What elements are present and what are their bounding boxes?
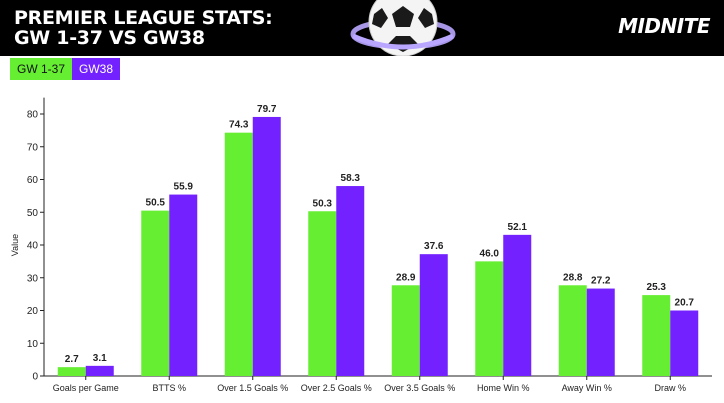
data-label: 37.6 bbox=[424, 241, 444, 252]
bar bbox=[475, 261, 504, 376]
data-label: 27.2 bbox=[591, 276, 611, 287]
x-tick-label: Over 2.5 Goals % bbox=[301, 383, 372, 393]
bar bbox=[336, 186, 365, 376]
bar bbox=[57, 367, 86, 376]
bar bbox=[642, 295, 671, 376]
y-tick-label: 40 bbox=[27, 241, 39, 252]
x-tick-label: BTTS % bbox=[152, 383, 186, 393]
bar bbox=[586, 288, 615, 376]
x-tick-label: Away Win % bbox=[562, 383, 612, 393]
data-label: 58.3 bbox=[341, 173, 361, 184]
x-tick-label: Draw % bbox=[654, 383, 686, 393]
bar bbox=[419, 254, 448, 376]
y-axis-label: Value bbox=[10, 234, 20, 256]
bar-chart: Value 0 10 20 30 40 50 60 70 80 2.7 3.1 Goals per Ga… bbox=[10, 97, 712, 393]
bar bbox=[391, 285, 420, 376]
page-title: PREMIER LEAGUE STATS: GW 1-37 VS GW38 bbox=[14, 8, 273, 48]
x-tick-label: Goals per Game bbox=[53, 383, 119, 393]
title-line-1: PREMIER LEAGUE STATS: bbox=[14, 7, 273, 29]
data-label: 50.5 bbox=[146, 198, 166, 209]
data-label: 25.3 bbox=[647, 282, 667, 293]
y-tick-label: 0 bbox=[32, 372, 38, 383]
legend-item-series-2: GW38 bbox=[72, 58, 121, 80]
data-label: 2.7 bbox=[65, 354, 79, 365]
data-label: 74.3 bbox=[229, 120, 249, 131]
bar bbox=[85, 365, 114, 376]
title-line-2: GW 1-37 VS GW38 bbox=[14, 27, 205, 49]
data-label: 28.8 bbox=[563, 272, 583, 283]
bar bbox=[503, 234, 532, 376]
soccer-ball-with-ring-icon bbox=[348, 0, 458, 57]
header-banner: PREMIER LEAGUE STATS: GW 1-37 VS GW38 MI… bbox=[0, 0, 724, 57]
bar bbox=[141, 210, 170, 376]
chart-legend: GW 1-37 GW38 bbox=[10, 58, 121, 80]
brand-logo: MIDNITE bbox=[618, 14, 710, 38]
bar bbox=[224, 132, 253, 376]
data-label: 50.3 bbox=[313, 198, 333, 209]
data-label: 55.9 bbox=[174, 182, 194, 193]
data-label: 52.1 bbox=[508, 222, 528, 233]
y-tick-label: 70 bbox=[27, 142, 39, 153]
y-tick-label: 10 bbox=[27, 339, 39, 350]
data-label: 46.0 bbox=[480, 248, 500, 259]
x-tick-label: Over 3.5 Goals % bbox=[384, 383, 455, 393]
data-label: 79.7 bbox=[257, 104, 277, 115]
y-tick-label: 50 bbox=[27, 208, 39, 219]
x-tick-label: Home Win % bbox=[477, 383, 530, 393]
bar bbox=[252, 116, 281, 376]
bar bbox=[558, 285, 587, 376]
data-label: 3.1 bbox=[93, 353, 107, 364]
y-tick-label: 30 bbox=[27, 273, 39, 284]
data-label: 28.9 bbox=[396, 272, 416, 283]
legend-item-series-1: GW 1-37 bbox=[10, 58, 73, 80]
bar bbox=[169, 194, 198, 376]
y-tick-label: 80 bbox=[27, 110, 39, 121]
bar bbox=[308, 211, 337, 376]
y-tick-label: 20 bbox=[27, 306, 39, 317]
y-tick-label: 60 bbox=[27, 175, 39, 186]
data-label: 20.7 bbox=[675, 298, 695, 309]
bar bbox=[670, 310, 699, 376]
x-tick-label: Over 1.5 Goals % bbox=[217, 383, 288, 393]
